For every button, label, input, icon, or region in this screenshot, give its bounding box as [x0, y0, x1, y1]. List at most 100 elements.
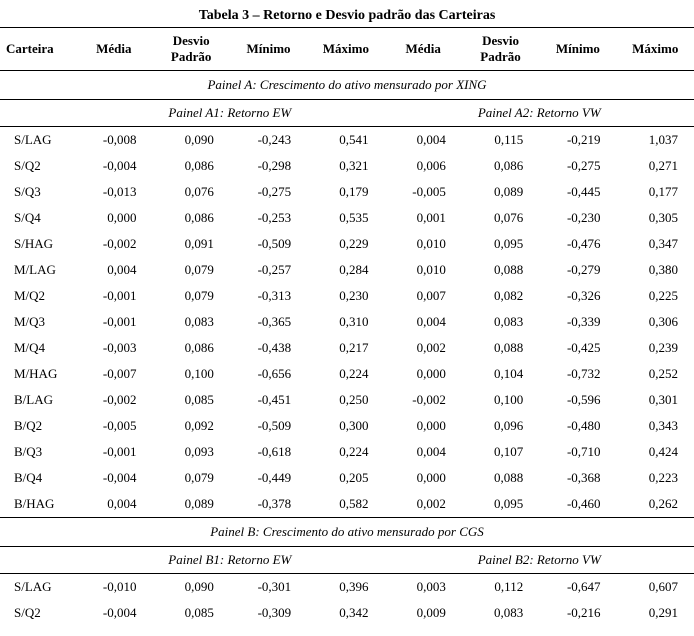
table-row: M/Q2-0,0010,079-0,3130,2300,0070,082-0,3…	[0, 283, 694, 309]
table-row: M/HAG-0,0070,100-0,6560,2240,0000,104-0,…	[0, 361, 694, 387]
value-cell: -0,618	[230, 439, 307, 465]
value-cell: -0,313	[230, 283, 307, 309]
value-cell: 0,107	[462, 439, 539, 465]
value-cell: -0,257	[230, 257, 307, 283]
carteira-cell: B/LAG	[0, 387, 75, 413]
value-cell: 0,179	[307, 179, 384, 205]
subpanel-spacer	[0, 100, 75, 127]
value-cell: 0,321	[307, 153, 384, 179]
value-cell: 0,305	[617, 205, 694, 231]
panel-a-row: Painel A: Crescimento do ativo mensurado…	[0, 71, 694, 100]
value-cell: -0,005	[385, 179, 462, 205]
value-cell: -0,368	[539, 465, 616, 491]
value-cell: 0,347	[617, 231, 694, 257]
value-cell: 0,224	[307, 361, 384, 387]
table-row: S/Q2-0,0040,085-0,3090,3420,0090,083-0,2…	[0, 600, 694, 626]
value-cell: -0,509	[230, 231, 307, 257]
value-cell: -0,279	[539, 257, 616, 283]
value-cell: 0,089	[152, 491, 229, 518]
value-cell: -0,438	[230, 335, 307, 361]
panel-b-sub-row: Painel B1: Retorno EW Painel B2: Retorno…	[0, 547, 694, 574]
value-cell: -0,004	[75, 600, 152, 626]
carteira-cell: S/Q2	[0, 153, 75, 179]
value-cell: -0,425	[539, 335, 616, 361]
value-cell: -0,647	[539, 574, 616, 601]
panel-b2-label: Painel B2: Retorno VW	[385, 547, 694, 574]
panel-b1-label: Painel B1: Retorno EW	[75, 547, 384, 574]
table-row: M/Q4-0,0030,086-0,4380,2170,0020,088-0,4…	[0, 335, 694, 361]
value-cell: 0,004	[385, 439, 462, 465]
panel-a2-label: Painel A2: Retorno VW	[385, 100, 694, 127]
value-cell: 0,004	[385, 127, 462, 154]
value-cell: -0,656	[230, 361, 307, 387]
col-max-vw: Máximo	[617, 28, 694, 71]
value-cell: 0,086	[152, 205, 229, 231]
table-row: S/Q40,0000,086-0,2530,5350,0010,076-0,23…	[0, 205, 694, 231]
value-cell: 0,230	[307, 283, 384, 309]
col-carteira: Carteira	[0, 28, 75, 71]
value-cell: 0,079	[152, 283, 229, 309]
value-cell: 0,010	[385, 231, 462, 257]
value-cell: -0,275	[539, 153, 616, 179]
value-cell: -0,480	[539, 413, 616, 439]
value-cell: -0,001	[75, 283, 152, 309]
col-desvio-vw: Desvio Padrão	[462, 28, 539, 71]
value-cell: 0,229	[307, 231, 384, 257]
value-cell: 0,010	[385, 257, 462, 283]
value-cell: 0,239	[617, 335, 694, 361]
value-cell: 0,085	[152, 387, 229, 413]
value-cell: 0,310	[307, 309, 384, 335]
value-cell: 0,002	[385, 335, 462, 361]
table-row: S/HAG-0,0020,091-0,5090,2290,0100,095-0,…	[0, 231, 694, 257]
panel-a1-label: Painel A1: Retorno EW	[75, 100, 384, 127]
value-cell: -0,230	[539, 205, 616, 231]
value-cell: 0,088	[462, 465, 539, 491]
value-cell: 1,037	[617, 127, 694, 154]
value-cell: 0,004	[385, 309, 462, 335]
value-cell: 0,004	[75, 491, 152, 518]
value-cell: 0,086	[152, 153, 229, 179]
value-cell: 0,224	[307, 439, 384, 465]
panel-a-sub-row: Painel A1: Retorno EW Painel A2: Retorno…	[0, 100, 694, 127]
value-cell: 0,090	[152, 127, 229, 154]
carteira-cell: M/Q2	[0, 283, 75, 309]
carteira-cell: B/Q3	[0, 439, 75, 465]
value-cell: -0,476	[539, 231, 616, 257]
carteira-cell: B/Q4	[0, 465, 75, 491]
value-cell: -0,298	[230, 153, 307, 179]
value-cell: 0,004	[75, 257, 152, 283]
value-cell: 0,092	[152, 413, 229, 439]
value-cell: 0,090	[152, 574, 229, 601]
value-cell: -0,301	[230, 574, 307, 601]
subpanel-spacer	[0, 547, 75, 574]
value-cell: -0,005	[75, 413, 152, 439]
value-cell: -0,216	[539, 600, 616, 626]
value-cell: -0,004	[75, 465, 152, 491]
value-cell: 0,095	[462, 231, 539, 257]
carteira-cell: S/LAG	[0, 574, 75, 601]
value-cell: 0,262	[617, 491, 694, 518]
value-cell: 0,076	[462, 205, 539, 231]
value-cell: 0,252	[617, 361, 694, 387]
value-cell: -0,445	[539, 179, 616, 205]
value-cell: 0,093	[152, 439, 229, 465]
table-row: B/Q2-0,0050,092-0,5090,3000,0000,096-0,4…	[0, 413, 694, 439]
table-row: S/LAG-0,0080,090-0,2430,5410,0040,115-0,…	[0, 127, 694, 154]
value-cell: 0,088	[462, 257, 539, 283]
panel-a-label: Painel A: Crescimento do ativo mensurado…	[0, 71, 694, 100]
value-cell: 0,006	[385, 153, 462, 179]
value-cell: 0,100	[152, 361, 229, 387]
value-cell: 0,100	[462, 387, 539, 413]
value-cell: 0,225	[617, 283, 694, 309]
value-cell: 0,396	[307, 574, 384, 601]
value-cell: -0,365	[230, 309, 307, 335]
value-cell: -0,008	[75, 127, 152, 154]
value-cell: -0,219	[539, 127, 616, 154]
value-cell: -0,275	[230, 179, 307, 205]
carteira-cell: S/Q3	[0, 179, 75, 205]
value-cell: -0,326	[539, 283, 616, 309]
col-media-vw: Média	[385, 28, 462, 71]
col-desvio-ew: Desvio Padrão	[152, 28, 229, 71]
col-min-ew: Mínimo	[230, 28, 307, 71]
value-cell: 0,535	[307, 205, 384, 231]
